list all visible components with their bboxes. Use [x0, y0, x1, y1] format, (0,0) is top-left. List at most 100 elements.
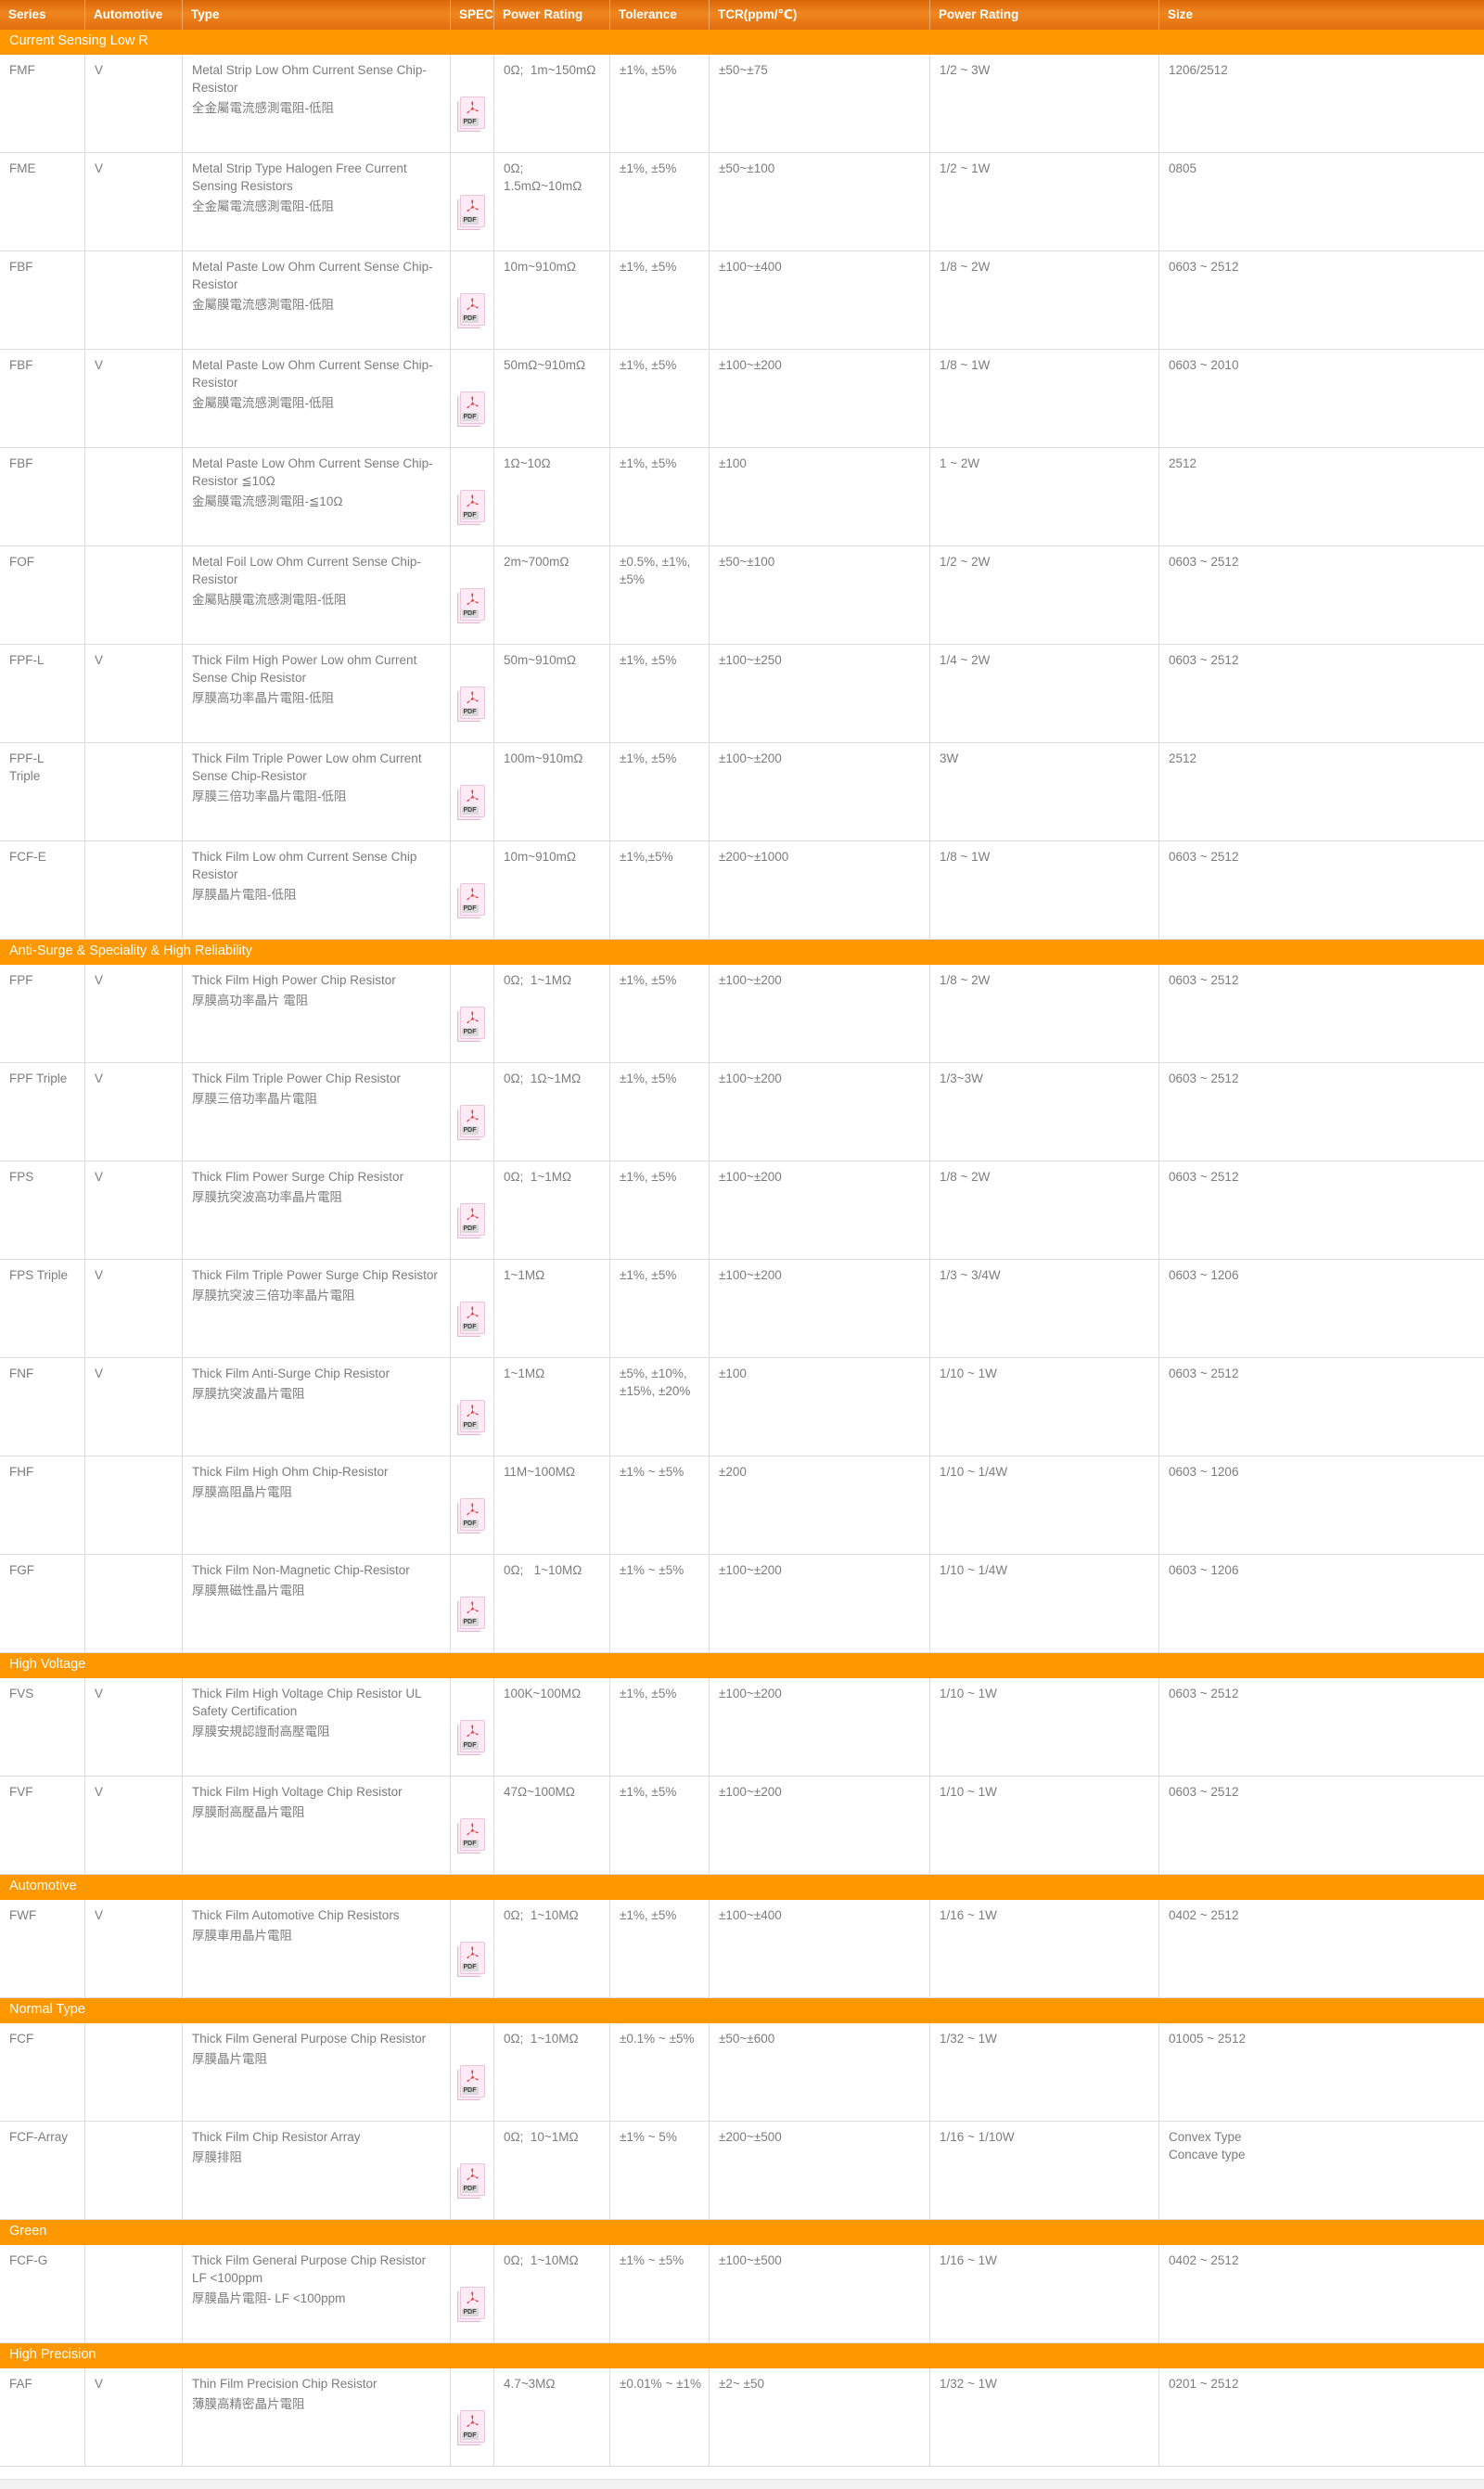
type-chinese: 厚膜晶片電阻- LF <100ppm	[192, 2291, 346, 2305]
series-cell: FVS	[0, 1678, 85, 1776]
tcr-cell: ±100~±400	[710, 1900, 930, 1997]
pdf-icon[interactable]: PDF	[459, 2163, 485, 2196]
spec-cell: PDF	[451, 1161, 494, 1259]
pdf-icon[interactable]: PDF	[459, 1597, 485, 1629]
pdf-icon[interactable]: PDF	[459, 2410, 485, 2443]
type-cell: Thick Film Automotive Chip Resistors 厚膜車用…	[183, 1900, 451, 1997]
series-cell: FGF	[0, 1555, 85, 1652]
pdf-icon[interactable]: PDF	[459, 2065, 485, 2098]
acrobat-glyph	[466, 1725, 479, 1738]
type-chinese: 厚膜抗突波晶片電阻	[192, 1387, 305, 1401]
power-rating-cell: 0Ω; 1~10MΩ	[494, 1900, 610, 1997]
pdf-icon[interactable]: PDF	[459, 1818, 485, 1851]
type-chinese: 厚膜高功率晶片電阻-低阻	[192, 691, 334, 705]
spec-cell: PDF	[451, 1456, 494, 1554]
size-cell: 0603 ~ 2512	[1169, 1785, 1239, 1799]
spec-cell: PDF	[451, 965, 494, 1062]
pdf-icon[interactable]: PDF	[459, 1302, 485, 1334]
spec-cell: PDF	[451, 1678, 494, 1776]
pdf-icon[interactable]: PDF	[459, 785, 485, 817]
power-rating-2-cell: 1/3 ~ 3/4W	[930, 1260, 1159, 1357]
column-header-tolerance: Tolerance	[610, 0, 710, 30]
acrobat-glyph	[466, 888, 479, 901]
type-chinese: 厚膜抗突波三倍功率晶片電阻	[192, 1289, 355, 1302]
pdf-icon[interactable]: PDF	[459, 883, 485, 916]
type-chinese: 厚膜高功率晶片 電阻	[192, 994, 309, 1007]
section-header-high-precision: High Precision	[0, 2343, 1484, 2368]
acrobat-glyph	[466, 1503, 479, 1516]
pdf-icon[interactable]: PDF	[459, 391, 485, 424]
pdf-icon[interactable]: PDF	[459, 2287, 485, 2319]
acrobat-glyph	[466, 1946, 479, 1959]
tolerance-cell: ±1%, ±5%	[610, 251, 710, 349]
table-row: FBF Metal Paste Low Ohm Current Sense Chi…	[0, 251, 1484, 350]
automotive-flag-cell	[85, 841, 183, 939]
power-rating-cell: 1~1MΩ	[494, 1260, 610, 1357]
tcr-cell: ±50~±75	[710, 55, 930, 152]
pdf-icon[interactable]: PDF	[459, 1498, 485, 1531]
tolerance-cell: ±1% ~ 5%	[610, 2122, 710, 2219]
pdf-icon[interactable]: PDF	[459, 96, 485, 129]
pdf-icon[interactable]: PDF	[459, 490, 485, 522]
acrobat-glyph	[466, 1823, 479, 1836]
pdf-icon[interactable]: PDF	[459, 1203, 485, 1236]
pdf-label: PDF	[461, 2431, 479, 2440]
type-cell: Thick Film High Power Low ohm Current Se…	[183, 645, 451, 742]
tcr-cell: ±100~±400	[710, 251, 930, 349]
series-cell: FBF	[0, 251, 85, 349]
series-cell: FCF	[0, 2023, 85, 2121]
section-header-current-sensing-low-r: Current Sensing Low R	[0, 30, 1484, 55]
type-chinese: 厚膜晶片電阻	[192, 2052, 267, 2066]
section-header-normal-type: Normal Type	[0, 1998, 1484, 2023]
type-english: Metal Paste Low Ohm Current Sense Chip-R…	[192, 260, 433, 291]
automotive-flag-cell	[85, 1555, 183, 1652]
pdf-icon[interactable]: PDF	[459, 588, 485, 621]
tcr-cell: ±100~±200	[710, 1678, 930, 1776]
pdf-icon[interactable]: PDF	[459, 686, 485, 719]
series-cell: FME	[0, 153, 85, 250]
automotive-flag-cell: V	[85, 1678, 183, 1776]
power-rating-cell: 100K~100MΩ	[494, 1678, 610, 1776]
spec-cell: PDF	[451, 1777, 494, 1874]
type-cell: Thick Film Low ohm Current Sense Chip Re…	[183, 841, 451, 939]
pdf-icon[interactable]: PDF	[459, 1105, 485, 1137]
tolerance-cell: ±1%, ±5%	[610, 743, 710, 840]
horizontal-scrollbar[interactable]	[0, 2479, 1484, 2489]
tolerance-cell: ±1%,±5%	[610, 841, 710, 939]
pdf-icon[interactable]: PDF	[459, 1400, 485, 1432]
acrobat-glyph	[466, 593, 479, 606]
tcr-cell: ±100~±200	[710, 1260, 930, 1357]
type-cell: Thick Film Chip Resistor Array 厚膜排阻	[183, 2122, 451, 2219]
power-rating-2-cell: 1/10 ~ 1W	[930, 1678, 1159, 1776]
pdf-icon[interactable]: PDF	[459, 1007, 485, 1039]
tolerance-cell: ±1%, ±5%	[610, 448, 710, 545]
acrobat-glyph	[466, 494, 479, 507]
series-cell: FMF	[0, 55, 85, 152]
pdf-icon[interactable]: PDF	[459, 293, 485, 326]
tolerance-cell: ±0.01% ~ ±1%	[610, 2368, 710, 2466]
size-cell: 0603 ~ 2512	[1169, 973, 1239, 987]
tcr-cell: ±100~±200	[710, 1555, 930, 1652]
type-cell: Metal Strip Low Ohm Current Sense Chip-R…	[183, 55, 451, 152]
power-rating-2-cell: 3W	[930, 743, 1159, 840]
pdf-icon[interactable]: PDF	[459, 195, 485, 227]
size-cell: 0603 ~ 1206	[1169, 1563, 1239, 1577]
spec-cell: PDF	[451, 2368, 494, 2466]
size-cell: 2512	[1169, 751, 1197, 765]
pdf-icon[interactable]: PDF	[459, 1942, 485, 1974]
pdf-label: PDF	[461, 806, 479, 815]
type-english: Thick Film General Purpose Chip Resistor	[192, 2032, 427, 2046]
automotive-flag-cell: V	[85, 1161, 183, 1259]
automotive-flag-cell: V	[85, 1063, 183, 1161]
series-cell: FBF	[0, 448, 85, 545]
table-row: FCF-E Thick Film Low ohm Current Sense Ch…	[0, 841, 1484, 940]
column-header-power-rating: Power Rating	[494, 0, 610, 30]
size-cell: 1206/2512	[1169, 63, 1228, 77]
tcr-cell: ±50~±100	[710, 546, 930, 644]
type-cell: Thick Film General Purpose Chip Resistor…	[183, 2023, 451, 2121]
power-rating-2-cell: 1/32 ~ 1W	[930, 2023, 1159, 2121]
power-rating-2-cell: 1/16 ~ 1/10W	[930, 2122, 1159, 2219]
pdf-icon[interactable]: PDF	[459, 1720, 485, 1752]
table-row: FHF Thick Film High Ohm Chip-Resistor 厚膜高阻…	[0, 1456, 1484, 1555]
type-english: Metal Strip Low Ohm Current Sense Chip-R…	[192, 63, 427, 95]
